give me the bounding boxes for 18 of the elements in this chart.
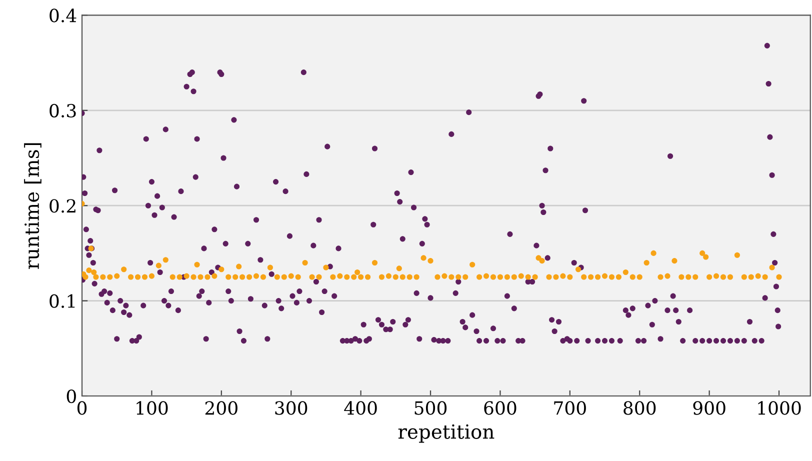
y-tick-label: 0.1 [50,294,75,308]
x-tick-label: 500 [414,401,447,415]
y-tick-label: 0.3 [50,104,76,118]
y-axis-title: runtime [ms] [24,143,42,269]
x-tick-label: 800 [624,401,656,415]
x-tick-label: 900 [693,401,726,415]
x-tick-label: 400 [344,401,377,415]
y-tick-label: 0.4 [50,8,76,22]
x-tick-label: 300 [275,401,308,415]
x-tick-label: 0 [77,401,87,415]
x-tick-label: 1000 [758,401,801,415]
x-axis-title: repetition [398,424,494,443]
x-tick-label: 700 [554,401,586,415]
x-tick-label: 100 [136,401,168,415]
y-tick-label: 0 [66,389,76,404]
y-tick-label: 0.2 [50,199,76,213]
x-tick-label: 600 [484,401,516,415]
x-tick-label: 200 [205,401,238,415]
